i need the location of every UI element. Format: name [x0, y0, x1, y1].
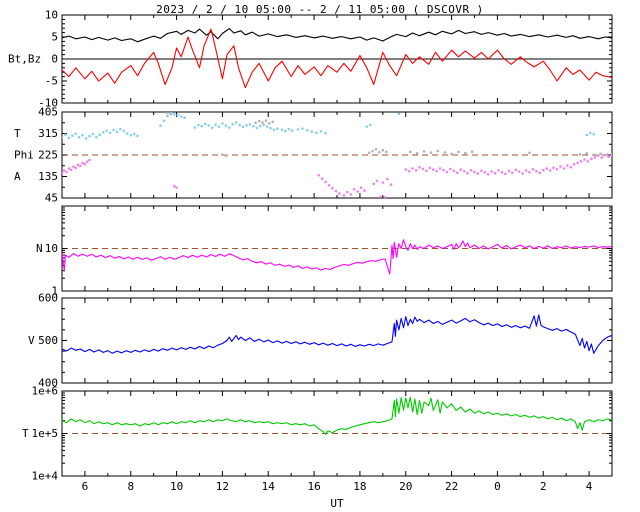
series-T: [62, 396, 612, 435]
y-tick-label: 1: [51, 285, 58, 298]
y-tick-label: 0: [51, 53, 58, 66]
x-tick-label: 20: [399, 480, 412, 493]
x-tick-label: 6: [82, 480, 89, 493]
y-tick-label: 10: [45, 242, 58, 255]
y-tick-label: 500: [38, 334, 58, 347]
y-tick-label: 5: [51, 31, 58, 44]
panel-density: 10 1 N: [36, 205, 613, 298]
y-tick-label: 225: [38, 149, 58, 162]
x-tick-label: 16: [307, 480, 320, 493]
panel-ylabel-btbz: Bt,Bz: [8, 53, 41, 66]
x-axis-label: UT: [330, 497, 344, 510]
chart-title: 2023 / 2 / 10 05:00 -- 2 / 11 05:00 ( DS…: [156, 3, 484, 16]
x-tick-label: 18: [353, 480, 366, 493]
panel-ylabel-phi: Phi: [14, 149, 34, 162]
x-tick-label: 8: [127, 480, 134, 493]
y-tick-label: -5: [45, 75, 58, 88]
x-tick-label: 10: [170, 480, 183, 493]
x-tick-label: 0: [494, 480, 501, 493]
y-tick-label: 135: [38, 170, 58, 183]
panel-ylabel-a: A: [14, 170, 21, 183]
panel-phi: 405 315 225 135 45 T Phi A: [14, 106, 613, 205]
y-tick-label: 1e+6: [32, 385, 59, 398]
y-tick-label: 400: [38, 377, 58, 390]
y-tick-label: -10: [38, 97, 58, 110]
y-tick-label: 405: [38, 106, 58, 119]
panel-ylabel-t: T: [14, 127, 21, 140]
series-phi-away: [62, 153, 612, 198]
x-tick-label: 12: [216, 480, 229, 493]
y-tick-label: 1e+4: [32, 470, 59, 483]
panel-mag: 10 5 0 -5 -10 Bt,Bz: [8, 9, 613, 110]
series-phi-gray: [166, 112, 612, 157]
panel-ylabel-v: V: [28, 334, 35, 347]
y-tick-label: 45: [45, 192, 58, 205]
y-tick-label: 315: [38, 127, 58, 140]
x-tick-label: 2: [540, 480, 547, 493]
panel-ylabel-t: T: [22, 427, 29, 440]
series-Bt: [62, 28, 612, 43]
y-tick-label: 10: [45, 9, 58, 22]
x-tick-label: 22: [445, 480, 458, 493]
panel-ylabel-n: N: [36, 242, 43, 255]
x-tick-label: 4: [586, 480, 593, 493]
series-V: [62, 314, 612, 354]
series-Bz: [62, 28, 612, 89]
series-N: [62, 239, 612, 275]
panel-speed: 600 500 400 V: [28, 292, 613, 390]
panel-temperature: 1e+6 1e+5 1e+4 T: [22, 385, 613, 483]
series-phi-toward: [62, 112, 595, 140]
x-tick-label: 14: [262, 480, 276, 493]
y-tick-label: 600: [38, 292, 58, 305]
y-tick-label: 1e+5: [32, 427, 59, 440]
